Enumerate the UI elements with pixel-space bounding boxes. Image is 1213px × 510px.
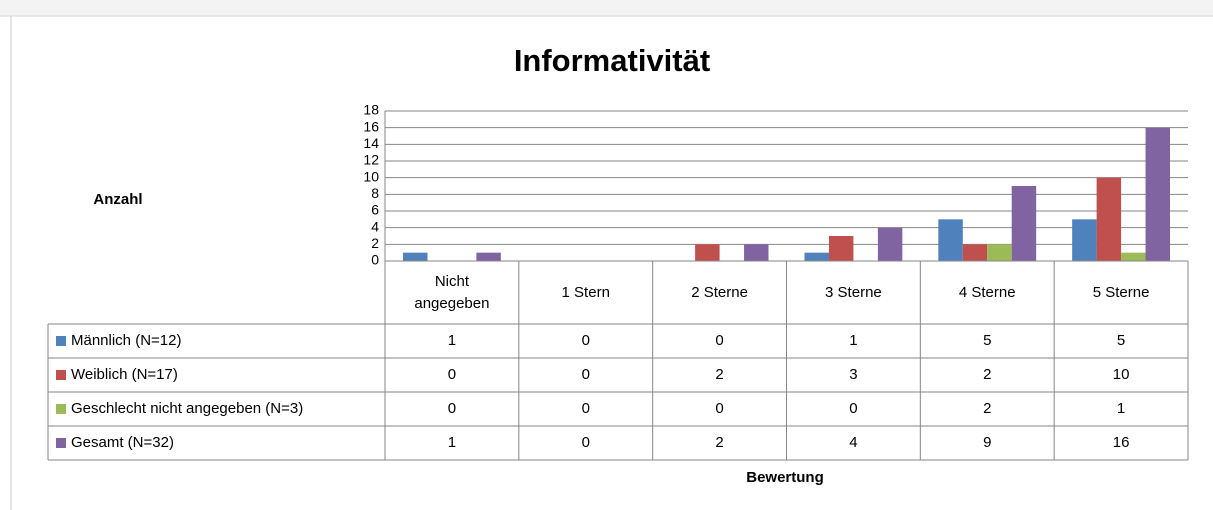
y-tick-label: 14: [363, 135, 379, 151]
bar: [695, 244, 720, 261]
table-value: 0: [849, 400, 857, 417]
table-value: 0: [582, 400, 590, 417]
bar: [1011, 186, 1037, 261]
bar: [1121, 252, 1146, 261]
x-tick-label-box: 2 Sterne: [691, 283, 748, 301]
legend-label: Männlich (N=12): [71, 332, 181, 349]
table-value: 1: [448, 434, 456, 451]
x-tick-label: 3 Sterne: [825, 283, 882, 301]
table-value: 2: [715, 366, 723, 383]
table-value: 5: [983, 332, 991, 349]
table-value: 0: [582, 332, 590, 349]
table-value: 2: [983, 400, 991, 417]
x-tick-label: Nicht angegeben: [414, 272, 490, 312]
bar: [744, 244, 769, 261]
bar: [987, 244, 1012, 261]
table-value: 10: [1113, 366, 1130, 383]
table-value: 5: [1117, 332, 1125, 349]
table-value: 2: [983, 366, 991, 383]
bar: [938, 219, 963, 261]
frame-top: [0, 0, 1213, 16]
y-axis-label: Anzahl: [93, 191, 142, 208]
y-tick-label: 0: [371, 252, 379, 268]
y-tick-label: 6: [371, 202, 379, 218]
bar: [403, 252, 428, 261]
x-tick-label: 4 Sterne: [958, 283, 1016, 301]
legend-swatch: [56, 404, 66, 414]
y-tick-label: 10: [363, 168, 379, 184]
table-value: 3: [849, 366, 857, 383]
table-value: 9: [983, 434, 991, 451]
bar: [1072, 219, 1097, 261]
legend-swatch: [56, 336, 66, 346]
x-axis-label: Bewertung: [746, 469, 824, 486]
table-value: 2: [715, 434, 723, 451]
table-value: 1: [1117, 400, 1125, 417]
table-value: 0: [582, 366, 590, 383]
table-value: 1: [849, 332, 857, 349]
bar: [1096, 177, 1122, 261]
x-tick-label: 2 Sterne: [691, 283, 748, 301]
legend-label: Geschlecht nicht angegeben (N=3): [71, 400, 303, 417]
bar: [804, 252, 829, 261]
x-tick-label-box: 5 Sterne: [1092, 283, 1150, 301]
bar: [877, 227, 903, 261]
y-tick-label: 8: [371, 185, 379, 201]
y-tick-label: 4: [371, 218, 379, 234]
table-value: 0: [582, 434, 590, 451]
legend-swatch: [56, 438, 66, 448]
y-tick-label: 16: [363, 118, 379, 134]
x-tick-label-box: 3 Sterne: [825, 283, 882, 301]
legend-label: Weiblich (N=17): [71, 366, 178, 383]
y-tick-label: 12: [363, 152, 379, 168]
table-value: 1: [448, 332, 456, 349]
table-value: 4: [849, 434, 857, 451]
bar: [828, 236, 854, 261]
legend-swatch: [56, 370, 66, 380]
x-tick-label-box: 1 Stern: [561, 283, 610, 301]
y-tick-label: 2: [371, 235, 379, 251]
chart-title: Informativität: [514, 43, 710, 78]
legend-label: Gesamt (N=32): [71, 434, 174, 451]
x-tick-label: 5 Sterne: [1092, 283, 1150, 301]
table-value: 0: [448, 400, 456, 417]
y-tick-label: 18: [363, 102, 379, 118]
x-tick-label-box: Nicht angegeben: [414, 272, 490, 312]
bar: [962, 244, 988, 261]
table-value: 0: [715, 400, 723, 417]
table-value: 0: [715, 332, 723, 349]
table-value: 16: [1113, 434, 1130, 451]
table-value: 0: [448, 366, 456, 383]
bar: [476, 252, 501, 261]
bar: [1145, 127, 1170, 262]
x-tick-label-box: 4 Sterne: [958, 283, 1016, 301]
x-tick-label: 1 Stern: [561, 283, 610, 301]
